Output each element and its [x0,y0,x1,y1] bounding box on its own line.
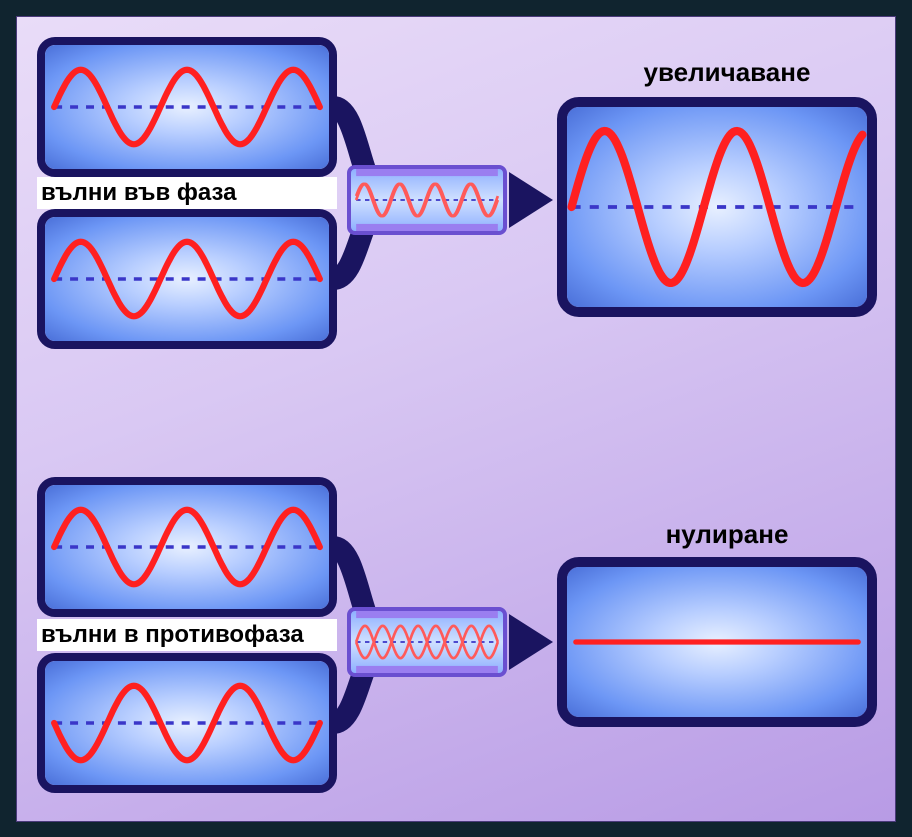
combiner-top [347,165,507,235]
label-cancel: нулиране [587,519,867,550]
combiner-bottom [347,607,507,677]
label-anti-phase: вълни в противофаза [37,619,337,651]
label-amplify-text: увеличаване [644,57,811,87]
panel-in-phase-2 [37,209,337,349]
label-in-phase-text: вълни във фаза [41,179,237,206]
panel-in-phase-1 [37,37,337,177]
panel-result-amplify [557,97,877,317]
arrowhead-bottom [509,614,553,670]
label-in-phase: вълни във фаза [37,177,337,209]
label-amplify: увеличаване [587,57,867,88]
label-cancel-text: нулиране [666,519,789,549]
panel-result-cancel [557,557,877,727]
panel-anti-phase-1 [37,477,337,617]
arrowhead-top [509,172,553,228]
panel-anti-phase-2 [37,653,337,793]
label-anti-phase-text: вълни в противофаза [41,621,304,648]
diagram-canvas: вълни във фаза увеличаване вълни в проти… [16,16,896,822]
